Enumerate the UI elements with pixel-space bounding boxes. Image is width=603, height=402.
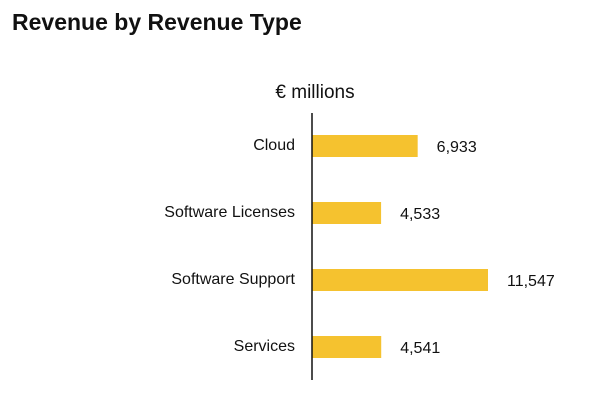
chart-title: Revenue by Revenue Type <box>12 9 302 35</box>
category-label: Software Support <box>171 271 295 288</box>
bar <box>312 336 382 358</box>
value-label: 4,533 <box>400 206 440 223</box>
value-label: 6,933 <box>437 139 477 156</box>
category-label: Software Licenses <box>164 204 295 221</box>
category-label: Services <box>234 338 295 355</box>
bar <box>312 269 488 291</box>
value-label: 4,541 <box>400 340 440 357</box>
value-label: 11,547 <box>507 273 555 290</box>
chart-subtitle: € millions <box>275 82 354 103</box>
category-label: Cloud <box>253 137 295 154</box>
bar <box>312 135 418 157</box>
bar <box>312 202 382 224</box>
